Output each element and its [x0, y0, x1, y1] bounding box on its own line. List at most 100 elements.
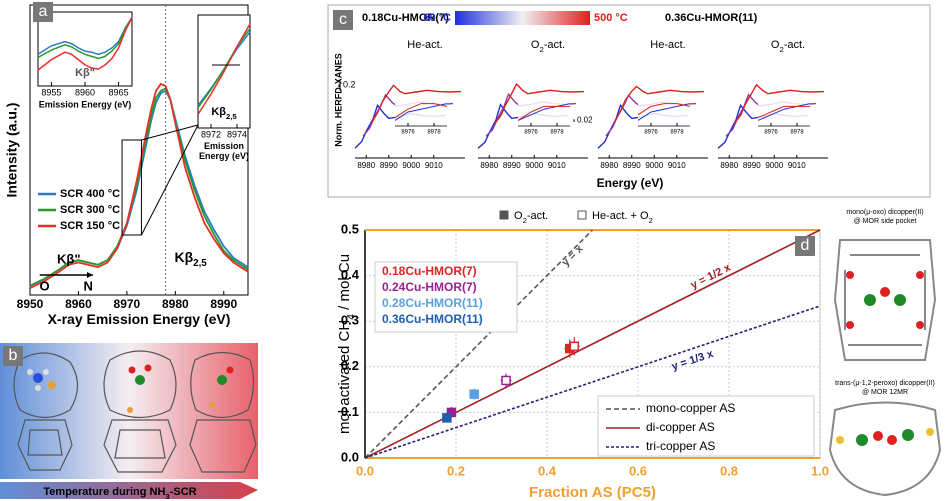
series-line [29, 82, 249, 289]
colorbar-min: 60 °C [423, 12, 451, 24]
x-tick-label: 0.8 [720, 463, 738, 478]
series-line [37, 16, 133, 71]
series-line [37, 16, 133, 60]
panel-label-box [33, 2, 53, 22]
inset-spectrum [394, 103, 448, 121]
sample-name: 0.18Cu-HMOR(7) [362, 12, 449, 24]
x-tick-label: 9000 [402, 161, 420, 170]
structure-label-line: trans-(μ-1,2-peroxo) dicopper(II) [835, 380, 935, 387]
spectrum [733, 83, 825, 125]
inset-tick-label: 8978 [670, 130, 684, 136]
marker-legend-symbol [499, 210, 509, 220]
subpanel-title: O2-act. [531, 39, 565, 54]
data-point [501, 375, 511, 386]
legend-label: di-copper AS [646, 420, 715, 434]
series-line [197, 23, 251, 115]
inset-spectrum [394, 103, 448, 119]
inset-annotation-part: Kβ [211, 106, 226, 118]
marker-legend-label-part: 2 [649, 216, 653, 225]
y-axis-label: mol activated CH4 / mol Cu [336, 254, 357, 434]
panel-c-frame [327, 4, 931, 198]
sample-legend-label: 0.28Cu-HMOR(11) [382, 296, 483, 310]
x-axis-label-line: Emission [204, 141, 244, 151]
x-tick-label: 9010 [548, 161, 566, 170]
sample-legend-label: 0.24Cu-HMOR(7) [382, 280, 477, 294]
panel-label: c [339, 11, 347, 28]
x-axis-label: Emission Energy (eV) [39, 99, 132, 109]
annotation: N [83, 278, 92, 293]
x-tick-label: 1.0 [811, 463, 829, 478]
inset-spectrum [757, 103, 811, 121]
marker-legend-label-part: 2 [523, 216, 527, 225]
model-line [364, 229, 821, 459]
x-tick-label: 8980 [720, 161, 738, 170]
x-tick-label: 8965 [109, 88, 129, 98]
inset-tick-label: 8976 [401, 130, 415, 136]
inset-spectrum [517, 105, 570, 121]
panel-label-box [3, 346, 23, 366]
inset-tick-label: 8978 [550, 130, 564, 136]
spectrum [613, 85, 705, 124]
annotation-part: Kβ [174, 249, 193, 265]
panel-b-caption: Temperature during NH3-SCR [43, 486, 196, 501]
inset-spectrum [757, 105, 810, 119]
legend-box [597, 395, 815, 457]
colorbar-max: 500 °C [594, 12, 628, 24]
subpanel-title: He-act. [407, 39, 442, 51]
panel-label-box [333, 10, 353, 30]
inset-annotation: Kβ2,5 [211, 106, 237, 121]
y-tick-label: 0.1 [341, 404, 359, 419]
marker-legend-symbol [577, 210, 587, 220]
inset-spectrum [637, 103, 691, 116]
x-tick-label: 8980 [162, 297, 189, 311]
x-tick-label: 0.2 [447, 463, 465, 478]
marker-legend-label-part: He-act. + O [592, 210, 649, 222]
marker-legend-label: He-act. + O2 [592, 210, 653, 225]
panel-label: a [39, 3, 48, 20]
arrow-head [86, 272, 93, 278]
legend-label: tri-copper AS [646, 439, 715, 453]
y-axis-label: Norm. HERFD-XANES [333, 53, 343, 147]
y-axis-label-part: 4 [345, 314, 357, 320]
x-tick-label: 8972 [201, 130, 221, 140]
y-axis-label: Intensity (a.u.) [4, 103, 20, 198]
annotation: Kβ" [57, 251, 81, 266]
marker-legend-label-part: -act. [527, 210, 548, 222]
x-tick-label: 8990 [380, 161, 398, 170]
scale-bar-label: 0.02 [577, 116, 593, 125]
annotation-part: 2,5 [193, 258, 207, 269]
x-tick-label: 9010 [668, 161, 686, 170]
subpanel-title: He-act. [650, 39, 685, 51]
structure-label-line: @ MOR 12MR [862, 389, 908, 396]
connector [141, 124, 199, 141]
panel-b-caption-part: 3 [165, 492, 169, 501]
x-tick-label: 9010 [788, 161, 806, 170]
x-tick-label: 8980 [600, 161, 618, 170]
inset-spectrum [517, 103, 571, 121]
panel-b-caption-part: -SCR [170, 486, 197, 498]
x-tick-label: 0.4 [538, 463, 557, 478]
marker-legend-label-part: O [514, 210, 523, 222]
legend-label: SCR 400 °C [60, 188, 120, 200]
subpanel-title-part: 2 [779, 45, 783, 54]
panel-label: d [801, 237, 810, 254]
zeolite-cages [13, 350, 257, 473]
x-tick-label: 8990 [503, 161, 521, 170]
spectrum [370, 84, 462, 125]
inset-spectrum [637, 103, 691, 121]
series-line [37, 16, 133, 56]
highlight-box [121, 139, 142, 236]
series-line [197, 28, 251, 109]
x-tick-label: 9000 [765, 161, 783, 170]
x-axis-label: Energy (eV) [597, 176, 664, 190]
x-axis-label: X-ray Emission Energy (eV) [48, 311, 231, 327]
inset-tick-label: 8976 [524, 130, 538, 136]
annotation: Kβ2,5 [174, 249, 207, 269]
x-tick-label: 8990 [623, 161, 641, 170]
inset-area [638, 98, 690, 126]
inset-tick-label: 8976 [644, 130, 658, 136]
x-tick-label: 9010 [425, 161, 443, 170]
panel-label: b [9, 347, 18, 364]
